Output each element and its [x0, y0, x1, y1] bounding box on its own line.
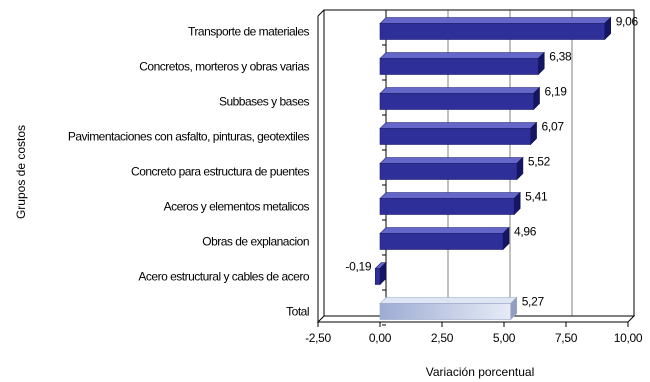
x-axis-title: Variación porcentual — [426, 365, 535, 379]
bar — [379, 121, 538, 146]
category-label: Obras de explanacion — [202, 235, 309, 249]
x-tick-label: 0,00 — [369, 331, 392, 345]
data-label: 9,06 — [616, 15, 639, 29]
category-label: Pavimentaciones con asfalto, pinturas, g… — [68, 130, 310, 144]
category-label: Acero estructural y cables de acero — [138, 270, 309, 284]
data-label: 5,41 — [525, 190, 548, 204]
x-tick-label: -2,50 — [305, 331, 331, 345]
data-label: 5,52 — [528, 155, 551, 169]
plot-floor — [316, 315, 636, 323]
data-label: -0,19 — [345, 260, 371, 274]
bar — [379, 226, 510, 251]
data-label: 5,27 — [522, 295, 545, 309]
data-label: 4,96 — [514, 225, 537, 239]
bar-total — [379, 296, 518, 321]
category-label: Aceros y elementos metalicos — [164, 200, 310, 214]
data-label: 6,19 — [545, 85, 568, 99]
category-label: Subbases y bases — [219, 95, 310, 109]
bar — [379, 86, 541, 111]
bar — [379, 51, 545, 76]
x-tick-label: 5,00 — [493, 331, 516, 345]
data-label: 6,38 — [549, 50, 572, 64]
category-label: Total — [286, 305, 309, 319]
bar — [379, 191, 521, 216]
y-axis-title: Grupos de costos — [14, 125, 28, 219]
bars — [374, 16, 612, 321]
x-tick-label: 10,00 — [614, 331, 643, 345]
category-label: Concretos, morteros y obras varias — [139, 60, 309, 74]
x-tick-label: 7,50 — [555, 331, 578, 345]
left-wall-top — [317, 9, 325, 17]
bar — [374, 261, 387, 286]
labels: -2,50 0,00 2,50 5,00 7,50 10,00 9,06 Transporte… — [68, 15, 643, 346]
bar — [379, 156, 524, 181]
category-label: Concreto para estructura de puentes — [131, 165, 309, 179]
x-tick-label: 2,50 — [431, 331, 454, 345]
data-label: 6,07 — [542, 120, 565, 134]
category-label: Transporte de materiales — [188, 25, 309, 39]
bar — [379, 16, 612, 41]
